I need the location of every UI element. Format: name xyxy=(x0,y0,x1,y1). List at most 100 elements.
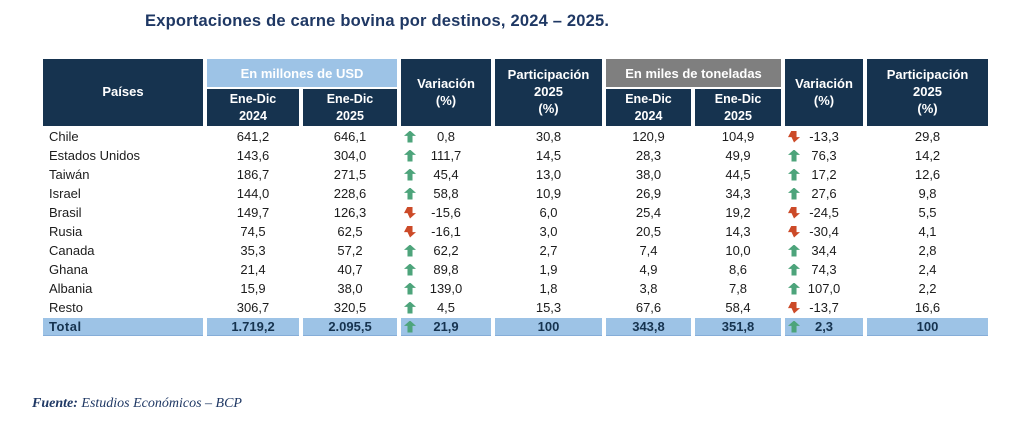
variation-ton-cell: -24,5 xyxy=(785,204,863,221)
usd-2024-cell: 35,3 xyxy=(240,243,266,258)
table-row: Taiwán 186,7 271,5 45,4 13,0 38,0 44,5 1… xyxy=(43,166,988,183)
participation-ton-cell: 12,6 xyxy=(914,167,941,182)
variation-usd-value: 139,0 xyxy=(429,281,463,296)
participation-ton-cell: 2,8 xyxy=(918,243,937,258)
ton-2025-cell: 104,9 xyxy=(721,129,755,144)
variation-ton-value: 27,6 xyxy=(811,186,837,201)
ton-2024-cell: 3,8 xyxy=(639,281,658,296)
down-arrow-icon xyxy=(788,225,801,238)
up-arrow-icon xyxy=(404,244,416,257)
table-row: Albania 15,9 38,0 139,0 1,8 3,8 7,8 107,… xyxy=(43,280,988,297)
header-subrow: Ene-Dic 2024 Ene-Dic 2025 Ene-Dic 2024 E… xyxy=(43,89,988,126)
up-arrow-icon xyxy=(788,263,801,276)
ton-2025-cell: 351,8 xyxy=(695,318,782,336)
variation-usd-value: 62,2 xyxy=(433,243,459,258)
up-arrow-icon xyxy=(788,168,801,181)
variation-ton-value: 74,3 xyxy=(811,262,837,277)
usd-2024-cell: 15,9 xyxy=(240,281,266,296)
table-row: Rusia 74,5 62,5 -16,1 3,0 20,5 14,3 -30,… xyxy=(43,223,988,240)
source-label: Fuente: xyxy=(32,396,78,411)
column-header-variacion-usd: Variación (%) xyxy=(401,59,491,126)
variation-ton-value: -30,4 xyxy=(809,224,839,239)
participation-usd-cell: 100 xyxy=(495,318,602,336)
country-cell: Estados Unidos xyxy=(49,148,141,163)
variation-usd-value: 45,4 xyxy=(433,167,459,182)
ton-2024-cell: 120,9 xyxy=(632,129,665,144)
year-2024-label: 2024 xyxy=(239,108,267,123)
usd-2024-cell: 1.719,2 xyxy=(207,318,299,336)
exports-table: Países En millones de USD Variación (%) … xyxy=(39,57,992,338)
ton-2025-cell: 49,9 xyxy=(725,148,751,163)
variation-usd-cell: 111,7 xyxy=(401,147,491,164)
up-arrow-icon xyxy=(404,149,416,162)
source-line: Fuente: Estudios Económicos – BCP xyxy=(32,396,242,412)
ton-2025-cell: 19,2 xyxy=(725,205,751,220)
variation-ton-value: -13,3 xyxy=(809,129,839,144)
usd-2024-cell: 306,7 xyxy=(236,300,270,315)
participacion-usd-line1: Participación xyxy=(507,67,590,83)
variation-ton-cell: -13,7 xyxy=(785,299,863,316)
participation-usd-cell: 15,3 xyxy=(535,300,562,315)
ton-2025-cell: 58,4 xyxy=(725,300,751,315)
year-2024-label: 2024 xyxy=(634,108,663,123)
variation-usd-value: 4,5 xyxy=(436,300,456,315)
ton-2024-cell: 343,8 xyxy=(606,318,691,336)
usd-2025-cell: 57,2 xyxy=(337,243,363,258)
year-2025-label: 2025 xyxy=(724,108,752,123)
participation-usd-cell: 14,5 xyxy=(535,148,562,163)
variacion-ton-line2: (%) xyxy=(813,92,835,108)
page-title: Exportaciones de carne bovina por destin… xyxy=(145,12,610,30)
ton-2025-cell: 44,5 xyxy=(725,167,751,182)
variation-ton-cell: 74,3 xyxy=(785,261,863,278)
participation-usd-cell: 6,0 xyxy=(539,205,558,220)
ton-2024-cell: 28,3 xyxy=(635,148,662,163)
up-arrow-icon xyxy=(404,168,416,181)
up-arrow-icon xyxy=(788,282,801,295)
usd-2024-cell: 143,6 xyxy=(236,148,270,163)
up-arrow-icon xyxy=(404,263,416,276)
variation-ton-cell: -30,4 xyxy=(785,223,863,240)
down-arrow-icon xyxy=(404,225,416,238)
country-cell: Israel xyxy=(49,186,81,201)
participation-ton-cell: 29,8 xyxy=(914,129,941,144)
variation-ton-cell: 27,6 xyxy=(785,185,863,202)
variation-usd-value: -15,6 xyxy=(431,205,461,220)
variation-usd-value: 58,8 xyxy=(433,186,459,201)
participation-usd-cell: 3,0 xyxy=(539,224,558,239)
table-row: Canada 35,3 57,2 62,2 2,7 7,4 10,0 34,4 … xyxy=(43,242,988,259)
usd-2025-cell: 40,7 xyxy=(337,262,363,277)
variation-usd-value: -16,1 xyxy=(431,224,461,239)
table-row: Chile 641,2 646,1 0,8 30,8 120,9 104,9 -… xyxy=(43,128,988,145)
usd-2025-cell: 320,5 xyxy=(333,300,367,315)
usd-2025-cell: 271,5 xyxy=(333,167,367,182)
variacion-usd-line1: Variación xyxy=(417,75,475,91)
variation-usd-cell: -15,6 xyxy=(401,204,491,221)
country-cell: Rusia xyxy=(49,224,83,239)
variation-ton-cell: 76,3 xyxy=(785,147,863,164)
ton-2024-cell: 38,0 xyxy=(635,167,662,182)
participation-ton-cell: 5,5 xyxy=(918,205,937,220)
country-cell: Total xyxy=(43,318,203,336)
table-row: Brasil 149,7 126,3 -15,6 6,0 25,4 19,2 -… xyxy=(43,204,988,221)
participation-ton-cell: 100 xyxy=(867,318,989,336)
variation-usd-cell: 58,8 xyxy=(401,185,491,202)
usd-2024-cell: 186,7 xyxy=(236,167,270,182)
up-arrow-icon xyxy=(788,187,801,200)
variation-usd-cell: 89,8 xyxy=(401,261,491,278)
paises-label: Países xyxy=(102,84,144,100)
down-arrow-icon xyxy=(788,206,801,219)
toneladas-group-label: En miles de toneladas xyxy=(625,65,762,81)
usd-2025-cell: 38,0 xyxy=(337,281,363,296)
variacion-ton-line1: Variación xyxy=(795,75,853,91)
usd-2024-cell: 144,0 xyxy=(236,186,270,201)
usd-2025-cell: 2.095,5 xyxy=(303,318,397,336)
column-header-usd-2025: Ene-Dic 2025 xyxy=(303,89,397,126)
participation-usd-cell: 10,9 xyxy=(535,186,562,201)
variation-ton-value: 76,3 xyxy=(811,148,837,163)
participation-ton-cell: 2,2 xyxy=(918,281,937,296)
usd-2025-cell: 62,5 xyxy=(337,224,363,239)
ton-2024-cell: 25,4 xyxy=(635,205,662,220)
participation-ton-cell: 9,8 xyxy=(918,186,937,201)
column-header-participacion-ton: Participación 2025 (%) xyxy=(867,59,989,126)
variation-ton-cell: 2,3 xyxy=(785,318,864,336)
